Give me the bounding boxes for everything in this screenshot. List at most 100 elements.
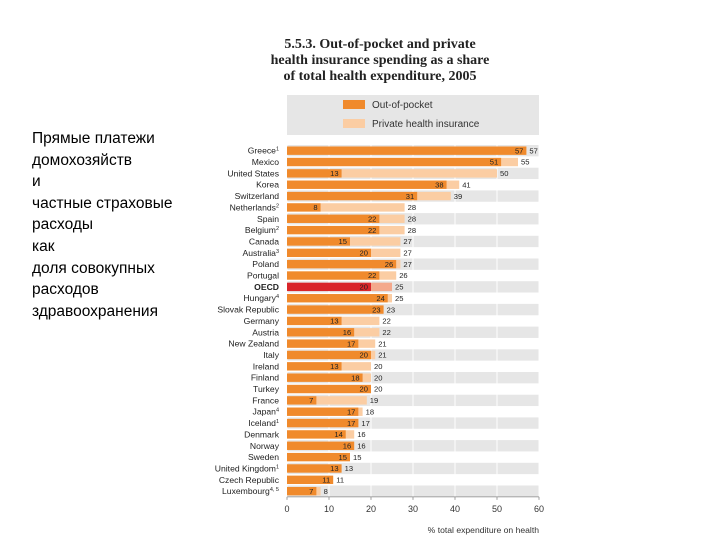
category-label: Austria <box>252 327 279 337</box>
bar-out-of-pocket <box>287 407 359 416</box>
bar-private-insurance <box>354 328 380 337</box>
category-label: Mexico <box>252 157 279 167</box>
value-label-total: 28 <box>408 203 416 212</box>
category-footnote: 1 <box>276 419 279 425</box>
chart-title-line: of total health expenditure, 2005 <box>283 69 476 84</box>
value-label-out-of-pocket: 16 <box>343 328 351 337</box>
value-label-out-of-pocket: 17 <box>347 407 355 416</box>
category-footnote: 4 <box>276 408 279 414</box>
side-caption-line: доля совокупных <box>32 259 155 277</box>
value-label-total: 25 <box>395 294 403 303</box>
value-label-total: 23 <box>387 305 395 314</box>
value-label-total: 25 <box>395 283 403 292</box>
category-label: Turkey <box>253 384 280 394</box>
category-label: Switzerland <box>235 191 280 201</box>
category-label: Hungary4 <box>243 293 279 303</box>
category-label: Greece1 <box>248 146 279 156</box>
value-labels: 57 57 51 55 13 50 38 41 31 39 8 28 22 28 22 28 15 27 20 27 2… <box>309 146 538 496</box>
value-label-out-of-pocket: 26 <box>385 260 393 269</box>
bar-private-insurance <box>417 191 451 201</box>
value-label-out-of-pocket: 24 <box>376 294 384 303</box>
value-label-total: 26 <box>399 271 407 280</box>
bar-private-insurance <box>371 248 401 258</box>
bar-out-of-pocket <box>287 157 502 167</box>
value-label-total: 16 <box>357 430 365 439</box>
bar-out-of-pocket <box>287 339 359 348</box>
value-label-out-of-pocket: 20 <box>360 249 368 258</box>
category-footnote: 2 <box>276 203 279 209</box>
value-label-out-of-pocket: 17 <box>347 339 355 348</box>
bar-private-insurance <box>320 203 405 212</box>
category-label: OECD <box>254 282 279 292</box>
bar-private-insurance <box>341 362 371 371</box>
bar-private-insurance <box>387 294 392 303</box>
chart-title-line: 5.5.3. Out-of-pocket and private <box>284 37 475 52</box>
value-label-out-of-pocket: 22 <box>368 271 376 280</box>
bar-private-insurance <box>345 430 355 439</box>
value-label-total: 20 <box>374 385 382 394</box>
bars <box>287 146 527 496</box>
category-label: Italy <box>263 350 279 360</box>
value-label-total: 21 <box>378 339 386 348</box>
side-caption-line: расходы <box>32 216 94 234</box>
legend-label-private-insurance: Private health insurance <box>372 119 480 130</box>
bar-private-insurance <box>350 237 401 246</box>
x-tick-label: 50 <box>492 504 502 514</box>
category-footnote: 1 <box>276 147 279 153</box>
bar-out-of-pocket <box>287 441 355 450</box>
bar-out-of-pocket <box>287 237 350 246</box>
bar-private-insurance <box>341 169 497 178</box>
value-label-total: 28 <box>408 226 416 235</box>
bar-private-insurance <box>379 271 397 280</box>
category-label: Iceland1 <box>248 418 279 428</box>
value-label-total: 41 <box>462 180 470 189</box>
category-footnote: 4 <box>276 294 279 300</box>
bar-out-of-pocket <box>287 350 371 360</box>
bar-private-insurance <box>371 282 392 292</box>
legend-label-out-of-pocket: Out-of-pocket <box>372 100 433 111</box>
bar-out-of-pocket <box>287 305 384 314</box>
category-label: France <box>252 395 279 405</box>
value-label-total: 8 <box>324 487 328 496</box>
value-label-total: 13 <box>345 464 353 473</box>
value-label-total: 16 <box>357 441 365 450</box>
side-caption-line: домохозяйств <box>32 151 133 169</box>
value-label-total: 22 <box>382 328 390 337</box>
category-label: Ireland <box>253 361 279 371</box>
bar-private-insurance <box>371 350 376 360</box>
value-label-out-of-pocket: 22 <box>368 214 376 223</box>
bar-out-of-pocket <box>287 248 371 258</box>
category-label: New Zealand <box>228 339 279 349</box>
value-label-total: 18 <box>366 407 374 416</box>
value-label-out-of-pocket: 16 <box>343 441 351 450</box>
category-label: Slovak Republic <box>217 305 279 315</box>
value-label-out-of-pocket: 15 <box>339 237 347 246</box>
side-caption: Прямые платежи домохозяйств и частные ст… <box>32 128 202 322</box>
x-axis-label: % total expenditure on health <box>428 525 540 535</box>
chart-title-line: health insurance spending as a share <box>271 53 490 68</box>
value-label-out-of-pocket: 23 <box>372 305 380 314</box>
value-label-total: 55 <box>521 158 529 167</box>
value-label-out-of-pocket: 7 <box>309 487 313 496</box>
category-label: Belgium2 <box>245 225 279 235</box>
legend-swatch-out-of-pocket <box>343 100 365 109</box>
value-label-total: 20 <box>374 373 382 382</box>
value-label-out-of-pocket: 51 <box>490 158 498 167</box>
bar-out-of-pocket <box>287 452 350 462</box>
category-label: United States <box>227 168 279 178</box>
side-caption-line: расходов <box>32 281 99 299</box>
value-label-total: 17 <box>361 419 369 428</box>
side-caption-line: как <box>32 237 55 255</box>
legend-background <box>287 95 539 135</box>
category-footnote: 2 <box>276 226 279 232</box>
bar-out-of-pocket <box>287 486 317 496</box>
bar-private-insurance <box>379 214 405 223</box>
bar-out-of-pocket <box>287 146 527 155</box>
category-footnote: 3 <box>276 249 279 255</box>
side-caption-line: частные страховые <box>32 194 173 212</box>
bar-out-of-pocket <box>287 475 334 485</box>
category-label: Poland <box>252 259 279 269</box>
x-axis-ticks: 0 10 20 30 40 50 60 <box>284 496 544 514</box>
category-label: United Kingdom1 <box>215 463 279 473</box>
category-label: Denmark <box>244 429 280 439</box>
